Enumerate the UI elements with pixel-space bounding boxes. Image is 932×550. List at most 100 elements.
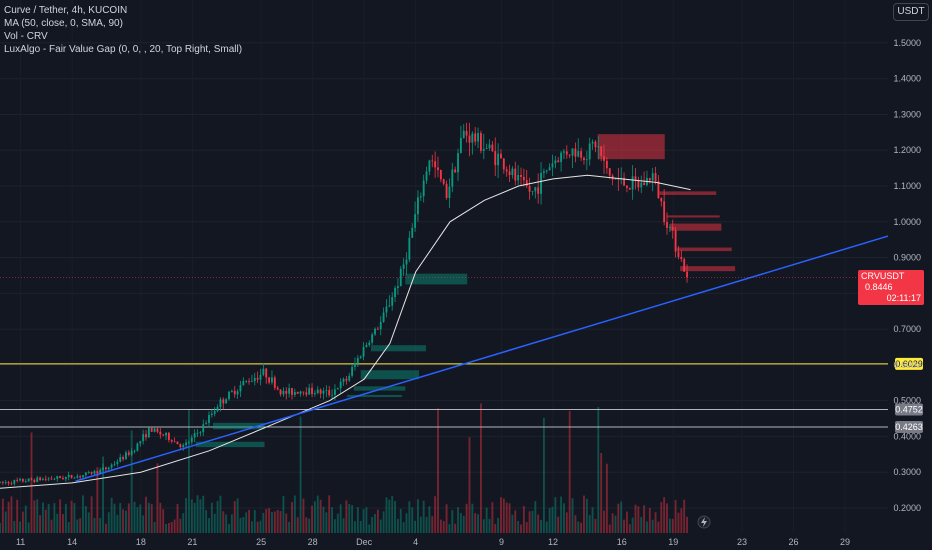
candle-body	[571, 148, 574, 156]
candle-body	[508, 171, 511, 176]
volume-bar	[468, 437, 471, 533]
volume-bar	[563, 503, 565, 533]
candle-body	[542, 171, 545, 173]
volume-bar	[585, 498, 588, 533]
replay-icon[interactable]	[697, 515, 711, 529]
volume-bar	[262, 512, 265, 533]
x-tick-label: 29	[840, 537, 850, 547]
volume-bar	[233, 501, 236, 533]
candle-body	[271, 377, 273, 383]
candle-body	[502, 158, 505, 170]
volume-bar	[302, 498, 305, 533]
volume-bar	[686, 516, 688, 533]
volume-bar	[93, 517, 96, 533]
volume-bar	[259, 520, 262, 533]
candle-body	[190, 437, 193, 443]
candle-body	[119, 457, 122, 462]
volume-bar	[165, 523, 167, 533]
horizontal-levels[interactable]: 0.6029 0.4752 0.4263	[0, 357, 923, 434]
last-price-symbol: CRVUSDT	[861, 271, 905, 282]
candle-body	[657, 181, 660, 199]
candle-body	[104, 467, 107, 470]
volume-bar	[419, 516, 422, 533]
candle-body	[302, 391, 305, 393]
volume-bar	[316, 495, 319, 533]
candle-body	[534, 187, 537, 192]
candle-body	[222, 399, 225, 404]
candle-body	[454, 169, 457, 173]
candle-body	[686, 271, 688, 278]
volume-bar	[643, 505, 646, 533]
legend-fvg[interactable]: LuxAlgo - Fair Value Gap (0, 0, , 20, To…	[4, 44, 243, 55]
candle-body	[414, 214, 417, 228]
volume-bar	[70, 500, 73, 533]
candle-body	[356, 358, 359, 364]
candle-body	[531, 191, 534, 192]
candle-body	[348, 375, 351, 381]
volume-bar	[680, 508, 683, 533]
volume-bar	[282, 495, 285, 533]
volume-bar	[50, 519, 53, 533]
candle-body	[139, 441, 142, 444]
candle-body	[282, 390, 285, 395]
volume-bar	[13, 521, 16, 533]
volume-bar	[33, 500, 36, 533]
volume-bar	[130, 430, 133, 533]
candle-body	[540, 172, 542, 194]
candle-body	[202, 424, 205, 433]
candle-body	[482, 149, 485, 151]
time-axis[interactable]: 11 14 18 21 25 28 Dec 4 9 12 16 19 23 26 29	[16, 537, 850, 547]
candle-body	[242, 381, 245, 386]
candle-body	[13, 479, 16, 484]
candle-body	[322, 390, 325, 394]
volume-bar	[439, 519, 442, 533]
volume-bar	[540, 519, 542, 533]
currency-unit-button[interactable]: USDT	[893, 3, 929, 21]
candle-body	[110, 464, 113, 468]
candle-body	[628, 187, 631, 190]
candle-body	[345, 378, 348, 381]
legend-vol[interactable]: Vol - CRV	[4, 31, 48, 42]
volume-bar	[379, 519, 382, 533]
candle-body	[4, 482, 7, 483]
candle-body	[382, 312, 385, 322]
volume-bar	[311, 505, 313, 533]
volume-bar	[479, 403, 482, 533]
candle-body	[654, 173, 657, 182]
candle-body	[233, 390, 236, 395]
candle-body	[199, 432, 202, 433]
volume-bar	[362, 509, 365, 533]
candle-body	[500, 153, 502, 159]
volume-bar	[434, 496, 437, 533]
candle-body	[16, 479, 19, 481]
candle-body	[563, 151, 565, 153]
legend-symbol[interactable]: Curve / Tether, 4h, KUCOIN	[4, 5, 128, 16]
volume-bar	[291, 502, 293, 533]
candle-body	[73, 477, 76, 479]
candle-body	[680, 256, 683, 260]
volume-bar	[188, 410, 190, 533]
volume-bar	[425, 516, 428, 533]
candle-body	[354, 363, 356, 367]
candle-body	[591, 141, 594, 144]
volume-bar	[482, 519, 485, 533]
trendline[interactable]	[75, 235, 889, 482]
candle-body	[165, 432, 167, 436]
volume-bar	[170, 521, 173, 533]
volume-bar	[159, 502, 162, 533]
volume-bar	[502, 498, 505, 533]
candle-body	[399, 268, 402, 287]
candle-body	[528, 185, 531, 192]
volume-bar	[428, 506, 431, 533]
volume-bar	[39, 515, 42, 533]
candle-body	[451, 169, 454, 187]
candle-body	[0, 481, 1, 483]
fvg-bearish-zone	[676, 247, 732, 252]
candle-body	[24, 481, 27, 483]
candle-body	[293, 391, 296, 395]
legend-ma[interactable]: MA (50, close, 0, SMA, 90)	[4, 18, 123, 29]
chart-legend: Curve / Tether, 4h, KUCOIN MA (50, close…	[4, 4, 242, 56]
candle-body	[53, 478, 56, 480]
candle-body	[1, 481, 4, 483]
